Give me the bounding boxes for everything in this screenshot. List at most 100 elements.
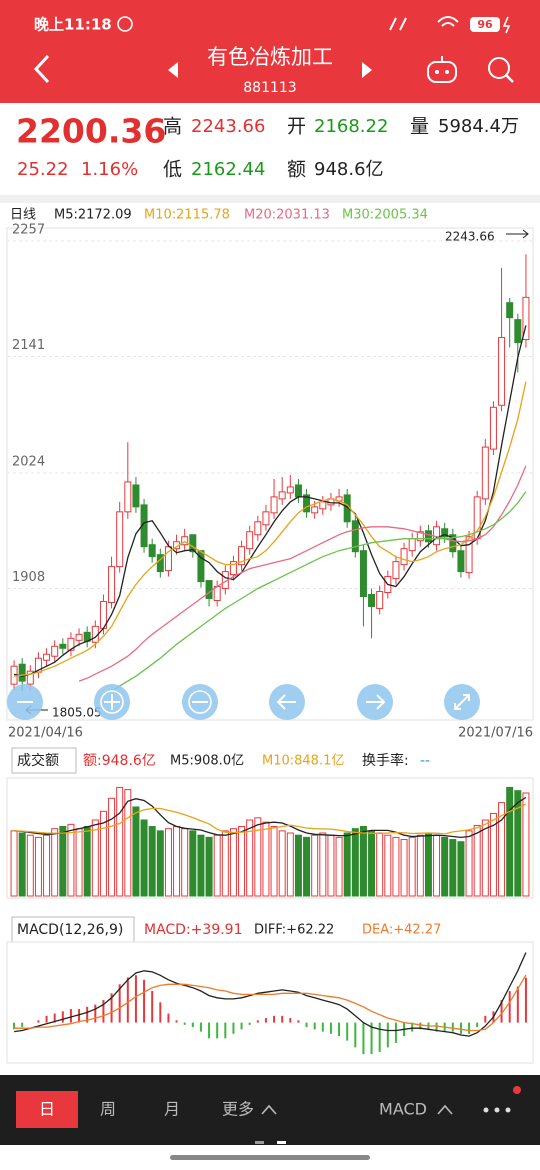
macd-bar [216,1022,219,1039]
battery [470,17,500,32]
candle-body [254,521,262,536]
back-button[interactable] [33,54,50,84]
legend-label: DIFF:+62.22 [254,923,334,938]
candle-body [514,319,522,344]
macd-bar [459,1022,462,1034]
macd-bar [248,1022,251,1025]
line [14,974,527,1032]
legend-label: M10:848.1亿 [262,754,344,769]
volume-bar [124,789,132,897]
tab-active[interactable] [16,1091,78,1128]
search-button[interactable] [488,57,510,79]
candle-body [262,511,270,526]
low-label: 低 [163,159,182,181]
candle-body [376,591,384,609]
volume-bar [181,828,189,897]
candle-body [205,580,213,599]
candle-body [189,534,197,553]
control-icon [104,694,120,710]
volume-bar [384,834,392,897]
header-code: 881113 [243,80,296,96]
tab[interactable]: 日 [39,1100,55,1119]
control-icon [454,694,470,710]
bottom-nav [0,1075,540,1145]
legend-label: M5:908.0亿 [170,754,244,769]
candle-body [449,534,457,553]
legend-label: M20:2031.13 [244,208,330,223]
volume-panel [6,777,534,899]
volume-bar [34,836,42,897]
macd-bar [500,1000,503,1023]
y-tick-label: 2024 [12,455,45,470]
volume-bar [514,790,522,897]
tab[interactable]: 更多 [222,1100,254,1119]
tab[interactable]: 月 [164,1100,180,1119]
candle-body [278,491,286,500]
legend-label: M30:2005.34 [342,208,428,223]
volume-bar [164,828,172,897]
volume-bar [489,812,497,897]
candle-body [238,546,246,566]
high-value: 2243.66 [191,116,265,137]
open-label: 开 [287,116,306,138]
kline-title: 日线 [10,208,36,223]
macd-title: MACD(12,26,9) [17,922,123,938]
more-dot [505,1107,511,1113]
macd-bar [232,1022,235,1034]
candle-body [116,511,124,568]
line [13,325,527,677]
max-label: 2243.66 [445,230,495,244]
candle-body [359,550,367,597]
line [14,796,527,839]
candle-body [51,645,59,657]
prev-button[interactable] [168,62,178,78]
macd-bar [45,1015,48,1023]
candle-body [181,536,189,546]
volume-bar [213,834,221,897]
candle-body [148,544,156,558]
candle-body [506,302,514,319]
volume-bar [400,839,408,897]
macd-bar [508,991,511,1023]
x-tick-label: 2021/07/16 [458,726,533,741]
volume-title-box[interactable] [11,747,77,774]
volume-bar [148,826,156,897]
macd-bar [126,977,129,1023]
tab[interactable]: 周 [100,1100,116,1119]
status-time: 晚上11:18 [34,16,112,34]
legend-label: M5:2172.09 [54,208,132,223]
volume-bar [140,819,148,897]
high-label: 高 [163,116,182,138]
candle-body [75,633,83,641]
candle-body [408,538,416,552]
macd-bar [86,1006,89,1023]
candle-body [368,594,376,607]
volume-title: 成交额 [17,752,59,769]
volume-bar [26,834,34,897]
volume-bar [473,824,481,897]
macd-bar [167,1013,170,1023]
next-button[interactable] [362,62,372,78]
volume-bar [262,821,270,897]
macd-bar [297,1020,300,1023]
macd-bar [134,975,137,1023]
macd-bar [468,1022,471,1034]
volume-bar [327,834,335,897]
battery-level: 96 [477,18,493,31]
volume-bar [83,826,91,897]
search-handle [505,74,514,83]
volume-bar [441,836,449,897]
volume-bar [449,839,457,897]
volume-bar [108,797,116,897]
candle-body [59,643,67,649]
volume-bar [67,823,75,897]
more-dot [494,1107,500,1113]
separator [0,195,540,203]
macd-bar [224,1022,227,1039]
macd-bar [151,991,154,1023]
charging-icon [502,16,511,34]
legend-label: DEA:+42.27 [362,923,441,938]
indicator-button[interactable]: MACD [379,1100,427,1119]
more-dot[interactable] [483,1107,489,1113]
candle-body [156,554,164,573]
